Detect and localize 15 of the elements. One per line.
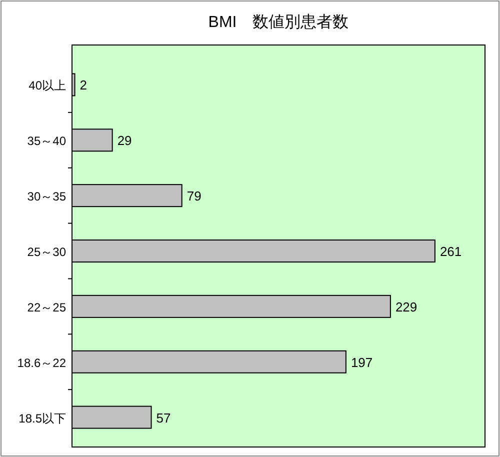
y-tick-label: 35～40 bbox=[27, 134, 66, 148]
data-label: 229 bbox=[395, 299, 418, 314]
y-tick-label: 18.6～22 bbox=[17, 356, 66, 370]
data-label: 261 bbox=[440, 244, 462, 259]
y-tick-label: 30～35 bbox=[27, 190, 66, 204]
y-tick-label: 40以上 bbox=[28, 78, 66, 93]
data-label: 197 bbox=[350, 354, 373, 370]
data-label: 29 bbox=[117, 133, 132, 148]
y-tick-label: 25～30 bbox=[27, 245, 66, 259]
chart-title: BMI 数値別患者数 bbox=[208, 13, 349, 31]
data-label: 2 bbox=[80, 78, 88, 93]
data-label: 57 bbox=[156, 410, 171, 426]
data-label: 79 bbox=[186, 188, 202, 204]
y-tick-label: 18.5以下 bbox=[18, 411, 66, 426]
y-tick-label: 22～25 bbox=[27, 300, 66, 314]
